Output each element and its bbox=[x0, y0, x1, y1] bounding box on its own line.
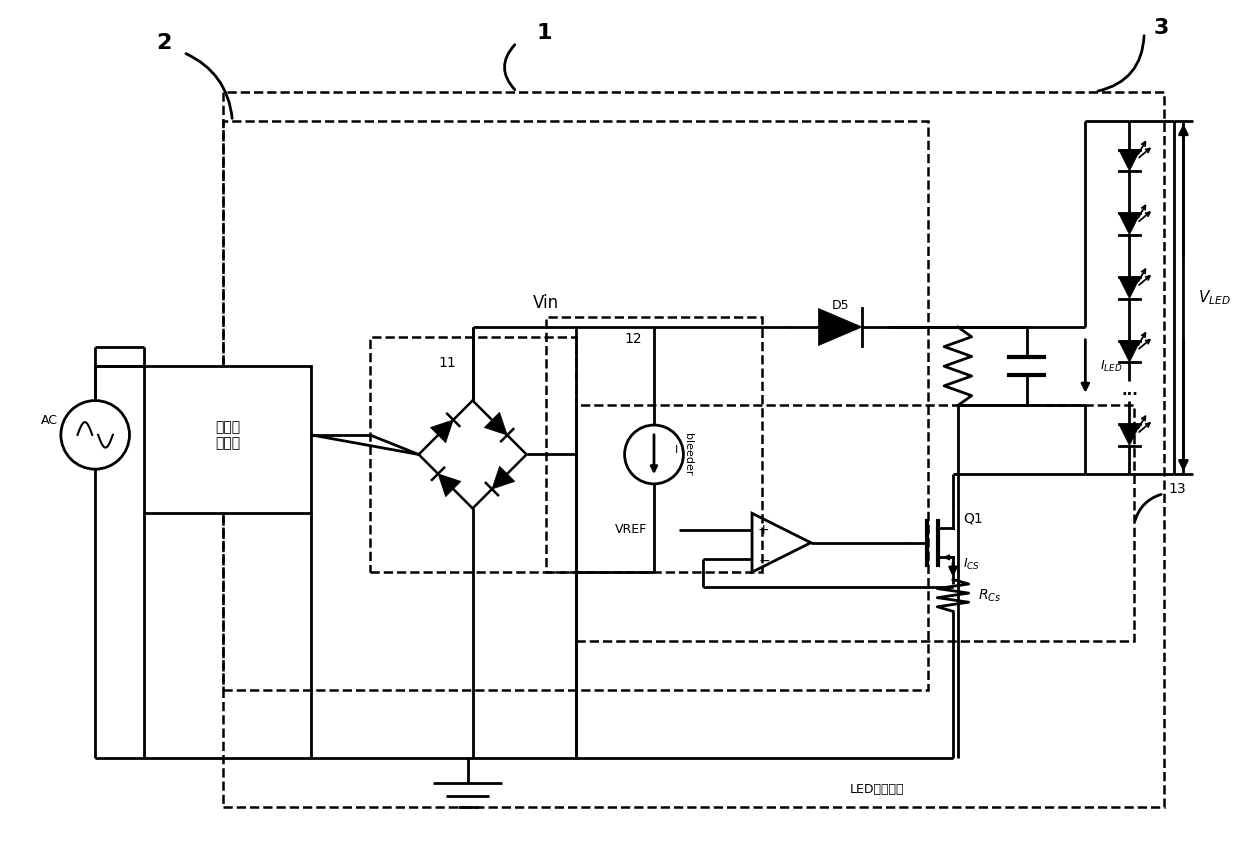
Polygon shape bbox=[430, 420, 454, 443]
Text: 12: 12 bbox=[625, 332, 642, 346]
Text: 可控硅
调光器: 可控硅 调光器 bbox=[215, 420, 241, 450]
Bar bbox=[144, 366, 311, 513]
Polygon shape bbox=[1118, 214, 1140, 235]
Bar bbox=[546, 317, 761, 572]
Polygon shape bbox=[492, 466, 515, 489]
Text: VREF: VREF bbox=[615, 523, 647, 536]
Text: AC: AC bbox=[41, 414, 58, 427]
Text: 13: 13 bbox=[1168, 481, 1187, 496]
Text: 3: 3 bbox=[1154, 18, 1169, 38]
Text: Vin: Vin bbox=[533, 294, 559, 312]
Bar bbox=[223, 121, 929, 690]
Polygon shape bbox=[1118, 341, 1140, 363]
Bar bbox=[223, 91, 1164, 807]
Polygon shape bbox=[485, 412, 507, 435]
Text: 11: 11 bbox=[438, 357, 456, 370]
Bar bbox=[575, 405, 1135, 640]
Text: $V_{LED}$: $V_{LED}$ bbox=[1198, 288, 1231, 307]
Text: LED驱动电路: LED驱动电路 bbox=[851, 782, 904, 796]
Text: Q1: Q1 bbox=[962, 511, 982, 525]
Text: ...: ... bbox=[1121, 383, 1138, 398]
Text: bleeder: bleeder bbox=[683, 433, 693, 475]
Text: I: I bbox=[676, 445, 678, 455]
Bar bbox=[370, 337, 575, 572]
Text: 1: 1 bbox=[537, 23, 552, 43]
Text: $R_{Cs}$: $R_{Cs}$ bbox=[977, 587, 1001, 604]
Polygon shape bbox=[1118, 424, 1140, 445]
Polygon shape bbox=[1118, 150, 1140, 171]
Polygon shape bbox=[1118, 277, 1140, 298]
Text: $I_{LED}$: $I_{LED}$ bbox=[1100, 359, 1122, 374]
Text: $-$: $-$ bbox=[758, 552, 770, 566]
Text: 2: 2 bbox=[156, 32, 171, 53]
Text: +: + bbox=[758, 523, 770, 537]
Polygon shape bbox=[438, 474, 461, 497]
Text: D5: D5 bbox=[832, 299, 849, 312]
Polygon shape bbox=[818, 309, 862, 345]
Text: $I_{CS}$: $I_{CS}$ bbox=[962, 557, 980, 572]
